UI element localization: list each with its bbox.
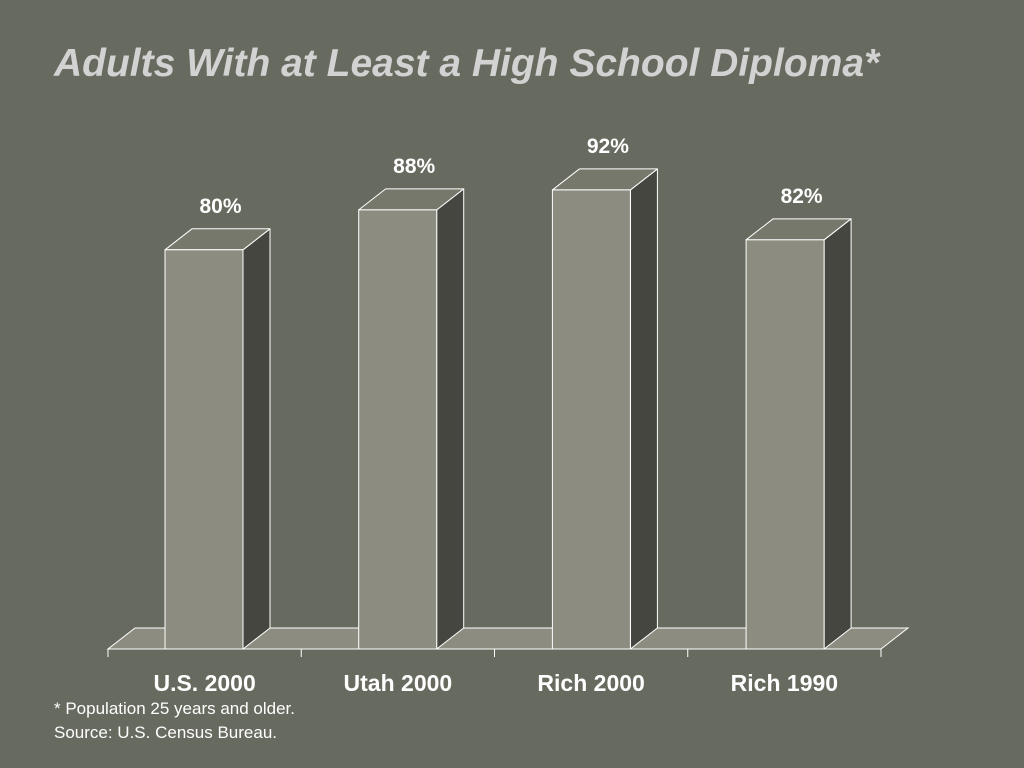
data-label: 92% — [587, 135, 629, 158]
x-axis — [107, 648, 882, 657]
bar-4 — [745, 218, 852, 650]
footnote-population: * Population 25 years and older. — [54, 699, 296, 718]
bar-front-face — [358, 209, 438, 650]
data-label: 82% — [781, 185, 823, 208]
x-tick-label: Rich 2000 — [537, 670, 644, 696]
data-labels: 80% 88% 92% 82% — [199, 135, 822, 218]
bar-chart: 80% 88% 92% 82% U.S. 2000 Utah 2000 Rich 2000… — [106, 135, 910, 696]
bar-side-face — [629, 168, 658, 650]
x-tick-label: Rich 1990 — [731, 670, 838, 696]
bar-front-face — [551, 189, 631, 650]
x-tick-labels: U.S. 2000 Utah 2000 Rich 2000 Rich 1990 — [153, 670, 838, 696]
bar-side-face — [823, 218, 852, 650]
bar-side-face — [436, 188, 465, 650]
bar-front-face — [745, 239, 825, 650]
bar-side-face — [242, 228, 271, 650]
x-tick-label: Utah 2000 — [344, 670, 453, 696]
bar-3 — [551, 168, 658, 650]
bar-front-face — [164, 249, 244, 650]
bar-1 — [164, 228, 271, 650]
x-tick-label: U.S. 2000 — [153, 670, 255, 696]
data-label: 80% — [199, 195, 241, 218]
slide-title: Adults With at Least a High School Diplo… — [54, 42, 880, 85]
footnote-source: Source: U.S. Census Bureau. — [54, 723, 278, 742]
bar-2 — [358, 188, 465, 650]
data-label: 88% — [393, 155, 435, 178]
bars — [164, 168, 852, 650]
